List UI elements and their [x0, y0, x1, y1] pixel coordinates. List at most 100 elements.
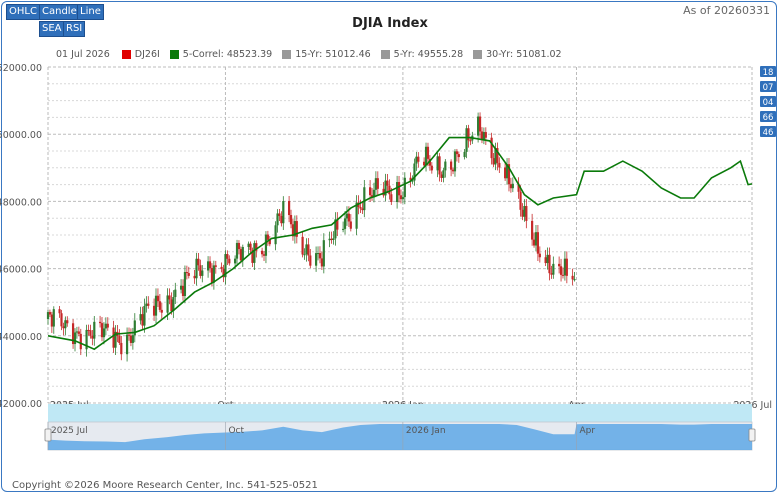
candle: [401, 191, 404, 204]
candle: [450, 159, 453, 177]
badge-label: 04: [763, 98, 774, 108]
navigator-label: 2025 Jul: [51, 426, 88, 436]
candle-body: [511, 183, 514, 189]
candle: [424, 142, 428, 172]
candle: [301, 230, 304, 258]
y-tick-label: 46000.00: [0, 265, 42, 276]
candle-body: [201, 270, 204, 276]
candle-body: [102, 328, 106, 338]
badge-label: 66: [763, 113, 774, 123]
candle: [519, 185, 522, 217]
right-badge[interactable]: 18: [760, 66, 776, 78]
candle: [179, 279, 183, 294]
candle-body: [152, 305, 156, 316]
candle: [158, 293, 161, 313]
candle-body: [226, 254, 229, 259]
candle-body: [328, 238, 331, 241]
candle: [85, 324, 88, 357]
candle-body: [276, 213, 279, 226]
candle: [276, 209, 279, 233]
candle-body: [181, 285, 185, 297]
candle-body: [228, 258, 231, 264]
candle-body: [457, 154, 460, 158]
candle: [517, 177, 520, 199]
candle-body: [309, 255, 312, 266]
candle: [451, 167, 455, 175]
candle: [523, 199, 526, 222]
candle-body: [426, 146, 430, 159]
legend-date: 01 Jul 2026: [56, 49, 110, 60]
candle-body: [342, 228, 345, 230]
candle-body: [332, 238, 335, 240]
y-tick-label: 42000.00: [0, 399, 42, 410]
candle-body: [498, 162, 501, 168]
candle: [220, 262, 223, 273]
candle: [386, 174, 389, 194]
candle-body: [253, 243, 256, 263]
candle: [388, 179, 391, 200]
candle-body: [174, 289, 177, 298]
candle: [544, 249, 547, 267]
navigator-left-handle[interactable]: [44, 428, 52, 442]
candle: [453, 149, 457, 177]
candle-body: [48, 312, 52, 315]
candle: [309, 249, 312, 269]
candle: [430, 162, 433, 174]
badge-box: [760, 81, 776, 92]
candlestick-series: [46, 112, 576, 362]
candle: [79, 328, 82, 356]
legend-item-5-yr[interactable]: 5-Yr: 49555.28: [380, 49, 463, 60]
legend-item-5-correl[interactable]: 5-Correl: 48523.39: [169, 48, 273, 60]
candle-body: [374, 178, 377, 190]
candle-body: [509, 184, 513, 189]
candle-body: [291, 224, 295, 237]
candle-body: [212, 265, 215, 283]
legend-item-30-yr[interactable]: 30-Yr: 51081.02: [473, 49, 562, 60]
candle: [550, 265, 553, 279]
candle: [563, 251, 567, 281]
navigator-label: Oct: [228, 426, 244, 436]
badge-box: [760, 111, 776, 122]
candle-body: [571, 275, 574, 280]
candle: [253, 240, 256, 270]
candle-body: [60, 313, 63, 327]
candle: [415, 151, 418, 171]
candle: [64, 316, 67, 336]
candle: [52, 306, 55, 334]
right-badge[interactable]: 04: [760, 96, 776, 108]
candle: [172, 290, 175, 318]
legend-item-15-yr[interactable]: 15-Yr: 51012.46: [282, 49, 371, 60]
candle-body: [442, 170, 445, 178]
candle-body: [409, 177, 412, 181]
candle: [307, 238, 310, 262]
candle-body: [347, 213, 350, 222]
candle-body: [361, 208, 364, 211]
right-badge[interactable]: 46: [760, 126, 776, 138]
candle: [480, 127, 484, 144]
candle-body: [561, 274, 565, 276]
candle: [374, 171, 377, 198]
candle-body: [62, 326, 65, 329]
candle-body: [396, 182, 399, 203]
right-badge[interactable]: 07: [760, 81, 776, 93]
candle: [89, 324, 92, 339]
rsi-button[interactable]: RSI: [63, 21, 86, 37]
candle: [561, 267, 565, 279]
candle: [484, 127, 487, 146]
legend-item-dj26i[interactable]: DJ26I: [121, 49, 160, 60]
candle: [278, 208, 281, 222]
candle-body: [521, 209, 524, 217]
gridlines: [47, 66, 753, 404]
candle: [417, 152, 420, 168]
right-badges: 18 07 04 66 46: [760, 66, 776, 138]
line-button[interactable]: Line: [77, 4, 104, 20]
badge-label: 07: [763, 83, 774, 93]
candle-body: [544, 257, 547, 264]
legend-label: 5-Correl: 48523.39: [182, 48, 273, 60]
right-badge[interactable]: 66: [760, 111, 776, 123]
candle: [206, 256, 210, 278]
navigator-right-handle[interactable]: [748, 428, 756, 442]
navigator[interactable]: 2025 Jul Oct 2026 Jan Apr: [44, 404, 756, 451]
candle-body: [430, 165, 433, 171]
candle-body: [305, 244, 308, 255]
